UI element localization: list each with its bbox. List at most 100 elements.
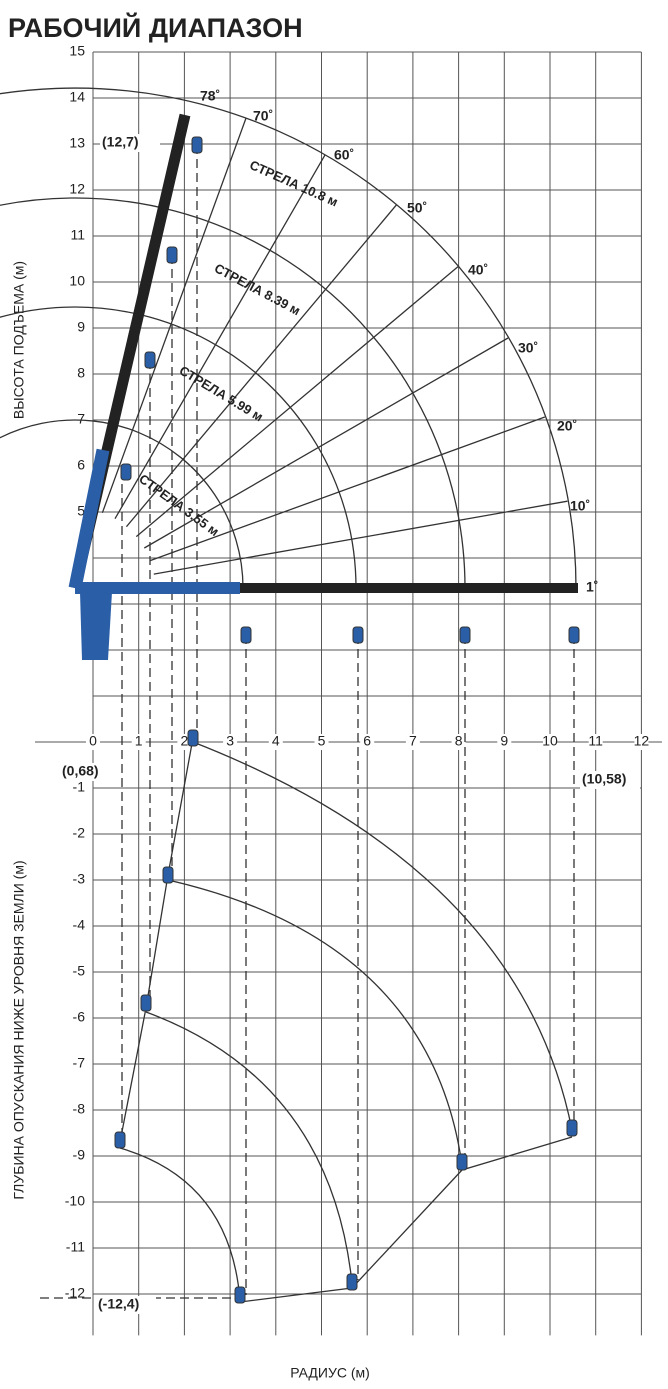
angle-label: 20˚: [557, 418, 577, 434]
y-tick-label: 14: [69, 89, 85, 105]
y-tick-label: -10: [65, 1193, 85, 1209]
tick-bg: [405, 734, 420, 750]
tick-bg: [223, 734, 238, 750]
y-tick-label: -3: [73, 871, 86, 887]
tick-bg: [634, 734, 649, 750]
hook: [566, 1119, 578, 1137]
boom-label: СТРЕЛА 8.39 м: [212, 260, 303, 318]
y-tick-label: 13: [69, 135, 85, 151]
angle-label: 70˚: [253, 108, 273, 124]
angle-label: 1˚: [586, 579, 598, 595]
depth-arc: [192, 741, 573, 1131]
angle-label: 30˚: [518, 340, 538, 356]
y-tick-label: -2: [73, 825, 86, 841]
x-tick-label: 11: [588, 733, 603, 749]
hook: [456, 1153, 468, 1171]
point-label: (10,58): [582, 771, 626, 787]
hook: [187, 729, 199, 747]
x-tick-label: 3: [226, 733, 234, 749]
y-tick-label: -1: [73, 779, 86, 795]
boom-label: СТРЕЛА 3.55 м: [136, 471, 222, 539]
x-tick-label: 0: [89, 733, 97, 749]
tick-bg: [131, 734, 146, 750]
hook: [240, 626, 252, 644]
x-tick-label: 5: [318, 733, 326, 749]
hook: [162, 866, 174, 884]
label-bg: [96, 1296, 156, 1314]
angle-ray: [135, 266, 459, 538]
y-tick-label: 15: [69, 43, 85, 59]
angle-ray: [149, 416, 546, 562]
label-bg: [580, 771, 640, 789]
depth-bottom: [239, 1136, 573, 1303]
angle-ray: [101, 117, 247, 514]
x-axis-label: РАДИУС (м): [290, 1365, 370, 1381]
y-tick-label: -8: [73, 1101, 86, 1117]
range-arc: [0, 306, 357, 589]
angle-label: 10˚: [570, 498, 590, 514]
x-tick-label: 6: [363, 733, 371, 749]
point-label: (0,68): [62, 763, 99, 779]
hook: [120, 463, 132, 481]
tick-bg: [588, 734, 603, 750]
y-tick-label: 9: [77, 319, 85, 335]
tick-bg: [268, 734, 283, 750]
range-arc: [0, 197, 466, 589]
y-tick-label: 5: [77, 503, 85, 519]
range-arc: [0, 87, 577, 589]
angle-ray: [114, 154, 326, 520]
depth-arc: [145, 1011, 353, 1284]
label-bg: [60, 763, 120, 781]
boom-base: [68, 448, 110, 590]
crane-column: [80, 592, 112, 660]
x-tick-label: 4: [272, 733, 280, 749]
angle-label: 50˚: [407, 200, 427, 216]
title: РАБОЧИЙ ДИАПАЗОН: [8, 12, 303, 43]
hook: [191, 136, 203, 154]
hook: [346, 1273, 358, 1291]
x-tick-label: 10: [542, 733, 558, 749]
tick-bg: [314, 734, 329, 750]
hook: [352, 626, 364, 644]
hook: [234, 1286, 246, 1304]
x-tick-label: 1: [135, 733, 143, 749]
y-tick-label: -11: [66, 1239, 85, 1255]
x-tick-label: 8: [455, 733, 463, 749]
depth-arc: [119, 1147, 241, 1301]
tick-bg: [86, 734, 100, 750]
tick-bg: [451, 734, 466, 750]
angle-ray: [143, 337, 509, 549]
x-tick-label: 9: [500, 733, 508, 749]
y-tick-label: 12: [69, 181, 85, 197]
y-tick-label: 10: [69, 273, 85, 289]
hook: [144, 351, 156, 369]
depth-arc: [167, 879, 463, 1166]
angle-label: 60˚: [334, 147, 354, 163]
hook: [140, 994, 152, 1012]
tick-bg: [360, 734, 375, 750]
boom-label: СТРЕЛА 10.8 м: [247, 157, 340, 209]
y-axis-label: ВЫСОТА ПОДЪЕМА (м): [11, 261, 27, 419]
x-tick-label: 12: [634, 733, 650, 749]
point-label: (12,7): [102, 134, 139, 150]
tick-bg: [497, 734, 512, 750]
y-tick-label: -5: [73, 963, 86, 979]
y-tick-label: 6: [77, 457, 85, 473]
hook: [459, 626, 471, 644]
y-tick-label: 7: [77, 411, 85, 427]
angle-label: 40˚: [468, 262, 488, 278]
y-tick-label: 11: [70, 227, 85, 243]
angle-ray: [153, 500, 568, 575]
y-tick-label: -9: [73, 1147, 86, 1163]
y-tick-label: -6: [73, 1009, 86, 1025]
angle-label: 78˚: [200, 88, 220, 104]
y-tick-label: -7: [73, 1055, 86, 1071]
y-tick-label: -4: [73, 917, 86, 933]
boom-label: СТРЕЛА 5.99 м: [177, 363, 266, 425]
x-tick-label: 7: [409, 733, 417, 749]
x-tick-label: 2: [181, 733, 189, 749]
depth-envelope: [119, 737, 194, 1143]
label-bg: [100, 134, 160, 152]
point-label: (-12,4): [98, 1296, 139, 1312]
y-tick-label: 8: [77, 365, 85, 381]
